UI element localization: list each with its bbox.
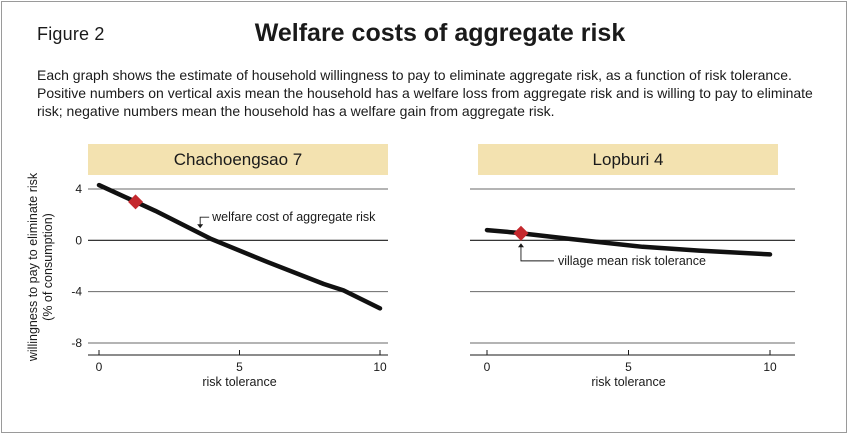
annotation-leader-chachoengsao <box>199 216 210 227</box>
figure-label: Figure 2 <box>37 24 105 44</box>
mean-risk-tolerance-marker-chachoengsao <box>128 194 144 210</box>
x-tick-label-lopburi: 10 <box>763 360 777 374</box>
y-axis-title-chachoengsao: willingness to pay to eliminate risk <box>26 172 40 362</box>
x-tick-label-chachoengsao: 0 <box>96 360 103 374</box>
y-tick-label-chachoengsao: -8 <box>71 336 82 350</box>
x-axis-title-chachoengsao: risk tolerance <box>202 375 276 389</box>
panel-title-lopburi: Lopburi 4 <box>593 150 664 169</box>
x-tick-label-lopburi: 0 <box>484 360 491 374</box>
panel-header-lopburi <box>478 144 778 175</box>
annotation-arrow-lopburi <box>517 243 524 248</box>
x-tick-label-chachoengsao: 10 <box>373 360 387 374</box>
y-tick-label-chachoengsao: -4 <box>71 285 82 299</box>
annotation-arrow-chachoengsao <box>197 224 204 229</box>
y-tick-label-chachoengsao: 4 <box>75 182 82 196</box>
annotation-chachoengsao: welfare cost of aggregate risk <box>211 210 376 224</box>
annotation-leader-lopburi <box>520 245 554 262</box>
panel-header-chachoengsao <box>88 144 388 175</box>
series-line-chachoengsao <box>96 182 383 311</box>
x-tick-label-chachoengsao: 5 <box>236 360 243 374</box>
figure-title: Welfare costs of aggregate risk <box>254 19 626 47</box>
figure-caption: Each graph shows the estimate of househo… <box>37 67 813 119</box>
panel-title-chachoengsao: Chachoengsao 7 <box>174 150 303 169</box>
x-tick-label-lopburi: 5 <box>625 360 632 374</box>
series-line-lopburi <box>484 227 773 257</box>
x-axis-title-lopburi: risk tolerance <box>591 375 665 389</box>
y-axis-subtitle-chachoengsao: (% of consumption) <box>41 213 55 321</box>
y-tick-label-chachoengsao: 0 <box>75 233 82 247</box>
annotation-lopburi: village mean risk tolerance <box>558 254 706 268</box>
mean-risk-tolerance-marker-lopburi <box>513 225 529 241</box>
